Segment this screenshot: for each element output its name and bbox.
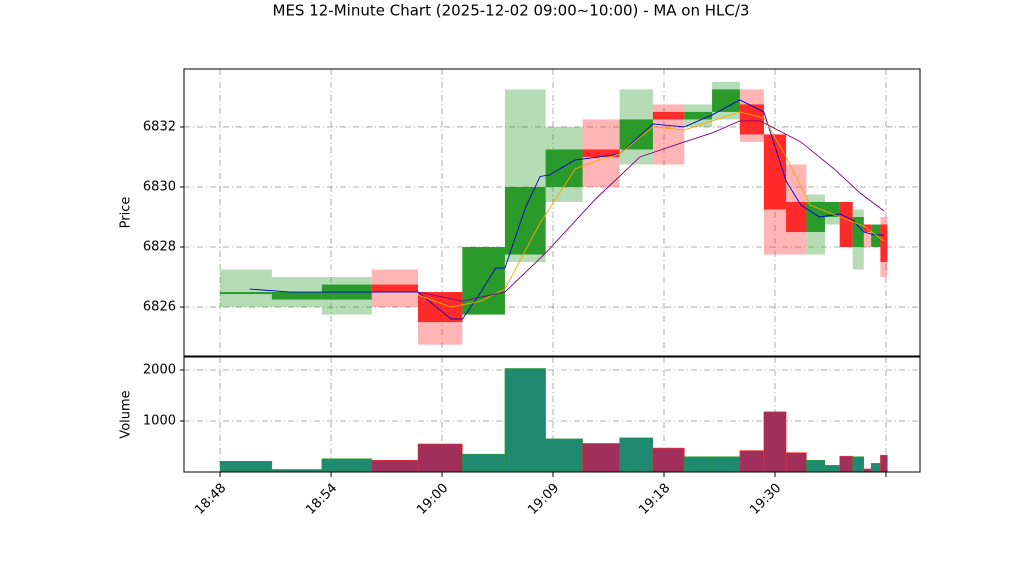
y-tick-label: 6832 [143,119,176,134]
ma-line [417,111,885,308]
volume-bar [619,437,654,473]
volume-bar [417,443,463,473]
x-tick-label: 19:18 [636,481,673,518]
volume-bar [739,450,765,473]
ma-line [249,99,885,320]
volume-bar [321,458,372,473]
volume-bar [785,452,807,473]
candle-body [871,224,881,248]
volume-bar [824,465,840,473]
candle-body [504,186,546,255]
y-tick-label: 6830 [143,179,176,194]
volume-bar [371,460,419,473]
ma-line [417,120,885,302]
candle-wick [220,269,272,308]
volume-bar [652,447,685,473]
candle-body [417,292,463,323]
candle-body [824,201,840,218]
candle-body [652,111,685,120]
x-tick-label: 19:00 [414,481,451,518]
x-tick-label: 18:48 [192,481,229,518]
axes-frame [183,356,921,473]
volume-bar [684,456,713,473]
volume-bar [462,453,506,473]
volume-bar [545,438,583,473]
y-tick-label: 2000 [143,363,176,378]
volume-bar [582,443,620,473]
candle-body [582,149,620,157]
candle-wick [863,224,872,248]
volume-bar [880,454,888,473]
volume-bar [504,368,546,473]
candle-body [763,134,787,210]
x-tick-label: 19:09 [525,481,562,518]
candle-body [712,89,740,112]
volume-bar [870,463,881,473]
y-axis-label: Volume [119,390,134,438]
volume-bar [219,461,273,473]
x-tick-label: 18:54 [303,481,340,518]
volume-bar [763,411,787,473]
x-tick-label: 19:30 [747,481,784,518]
candle-body [839,201,853,248]
candle-body [220,292,272,295]
chart-title: MES 12-Minute Chart (2025-12-02 09:00~10… [273,2,750,20]
volume-bar [806,460,826,473]
candle-body [739,104,764,135]
candle-body [786,201,807,233]
volume-bar [852,456,865,473]
volume-bar [839,455,853,473]
y-tick-label: 1000 [143,414,176,429]
y-tick-label: 6826 [143,300,176,315]
candle-body [852,217,864,248]
candle-body [619,119,653,150]
y-tick-label: 6828 [143,240,176,255]
candle-body [371,284,418,293]
axes-frame [183,68,921,357]
candle-body [880,224,888,263]
candle-body [462,247,505,315]
volume-bar [711,456,741,473]
y-axis-label: Price [119,197,134,229]
candle-body [684,111,713,120]
candle-body [271,292,322,300]
